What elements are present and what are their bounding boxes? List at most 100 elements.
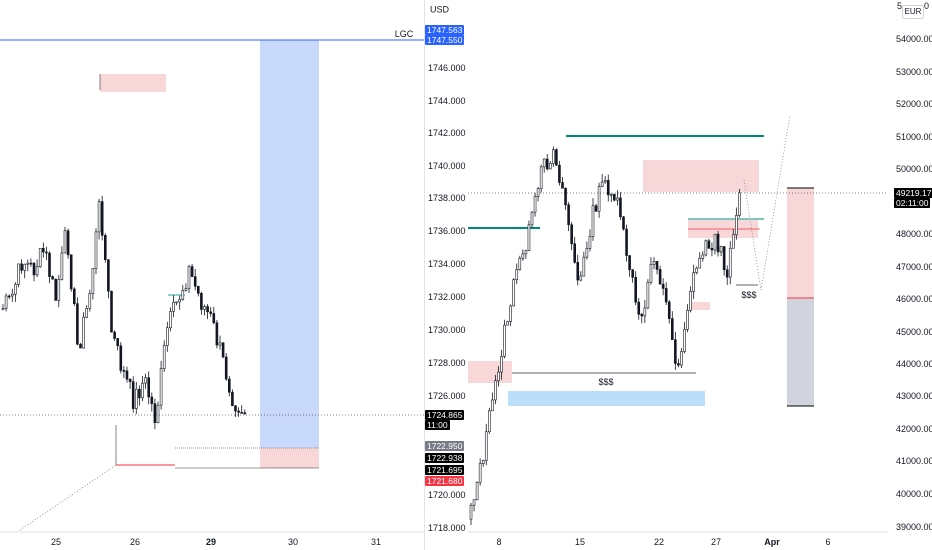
candle-body xyxy=(187,266,191,290)
right-red-zone-left[interactable] xyxy=(468,361,512,383)
candle-body xyxy=(603,180,607,183)
candle-body xyxy=(147,377,150,398)
candle-body xyxy=(555,149,558,166)
candle-body xyxy=(231,391,234,407)
left-chart-pane[interactable]: 25 26 29 30 31 LGC xyxy=(0,0,424,550)
candle-body xyxy=(707,240,711,249)
candle-body xyxy=(240,412,243,414)
candle-body xyxy=(203,306,206,310)
y-tick-1728: 1728.000 xyxy=(428,358,466,368)
candle-body xyxy=(91,268,95,294)
candle-body xyxy=(667,301,671,319)
candle-body xyxy=(51,276,54,280)
candle-body xyxy=(610,193,613,196)
candle-body xyxy=(35,266,39,276)
candle-body xyxy=(7,295,11,298)
x-tick-15: 15 xyxy=(575,537,585,547)
y-tick-1726: 1726.000 xyxy=(428,391,466,401)
right-red-zone-top[interactable] xyxy=(643,160,759,192)
left-price-scale[interactable]: USD 1746.000 1744.000 1742.000 1740.000 … xyxy=(424,0,468,550)
candle-body xyxy=(156,404,160,423)
candle-body xyxy=(725,269,729,278)
candle-body xyxy=(181,290,185,300)
candle-body xyxy=(478,463,482,483)
candle-body xyxy=(82,316,85,349)
candle-body xyxy=(567,204,570,226)
right-price-chart[interactable]: $$$ $$$ 8 15 22 27 Apr 6 xyxy=(468,0,888,550)
pane-divider[interactable] xyxy=(424,0,425,550)
left-red-zone-top[interactable] xyxy=(100,74,166,92)
candle-body xyxy=(97,201,101,233)
candle-body xyxy=(698,258,702,269)
candle-body xyxy=(616,197,619,201)
candle-body xyxy=(172,301,175,312)
candle-body xyxy=(506,321,509,326)
left-price-chart[interactable]: 25 26 29 30 31 LGC xyxy=(0,0,424,550)
y-tick-1738: 1738.000 xyxy=(428,193,466,203)
stop-zone[interactable] xyxy=(787,298,814,406)
candle-body xyxy=(209,311,212,314)
candle-body xyxy=(60,252,64,280)
candle-body xyxy=(658,269,662,285)
candle-body xyxy=(23,263,27,271)
candle-body xyxy=(677,363,680,366)
projection-2 xyxy=(760,114,791,291)
candle-body xyxy=(159,368,163,406)
target-zone[interactable] xyxy=(787,188,814,298)
candle-body xyxy=(530,211,534,226)
candle-body xyxy=(664,288,668,303)
right-candles xyxy=(469,146,741,526)
candle-body xyxy=(695,267,698,273)
right-chart-pane[interactable]: $$$ $$$ 8 15 22 27 Apr 6 xyxy=(468,0,888,550)
candle-body xyxy=(515,269,519,280)
candle-body xyxy=(190,266,194,277)
candle-body xyxy=(536,188,540,197)
left-red-zone-bottom[interactable] xyxy=(260,448,319,468)
candle-body xyxy=(14,284,17,295)
candle-body xyxy=(728,247,732,278)
candle-body xyxy=(150,396,154,404)
ssl-label-low: $$$ xyxy=(598,377,613,387)
candle-body xyxy=(135,388,138,409)
currency-eur-button[interactable]: EUR xyxy=(902,5,924,19)
left-blue-zone[interactable] xyxy=(260,40,319,448)
candle-body xyxy=(178,299,181,303)
candle-body xyxy=(48,252,51,277)
price-tag-p2: 1722.938 xyxy=(425,453,465,463)
currency-label: USD xyxy=(430,4,450,14)
candle-body xyxy=(26,262,30,265)
candle-body xyxy=(475,481,479,501)
candle-body xyxy=(224,356,228,380)
y-tick-52000: 52000.00 xyxy=(896,99,932,109)
right-price-scale[interactable]: 5 0 54000.00 53000.00 52000.00 51000.00 … xyxy=(888,0,932,550)
candle-body xyxy=(237,410,240,413)
candle-body xyxy=(200,293,203,310)
x-tick-25: 25 xyxy=(51,537,61,547)
candle-body xyxy=(542,158,546,168)
candle-body xyxy=(552,149,555,164)
y-tick-39000: 39000.00 xyxy=(896,522,932,532)
right-red-zone-small[interactable] xyxy=(690,302,710,310)
y-tick-1730: 1730.000 xyxy=(428,325,466,335)
candle-body xyxy=(692,272,695,292)
candle-body xyxy=(735,215,738,236)
candle-body xyxy=(680,351,683,366)
candle-body xyxy=(674,339,677,364)
y-tick-44000: 44000.00 xyxy=(896,359,932,369)
candle-body xyxy=(469,504,473,520)
candle-body xyxy=(643,307,647,317)
candle-body xyxy=(561,182,564,189)
candle-body xyxy=(722,246,726,271)
candle-body xyxy=(512,279,516,307)
candle-body xyxy=(500,356,503,373)
left-candles xyxy=(1,195,247,430)
candle-body xyxy=(119,345,123,371)
candle-body xyxy=(521,253,525,259)
right-blue-zone[interactable] xyxy=(508,391,705,406)
candle-body xyxy=(38,247,42,267)
candle-body xyxy=(628,255,631,270)
candle-body xyxy=(719,246,723,253)
candle-body xyxy=(655,261,659,270)
lgc-label: LGC xyxy=(395,29,414,39)
candle-body xyxy=(661,283,665,289)
